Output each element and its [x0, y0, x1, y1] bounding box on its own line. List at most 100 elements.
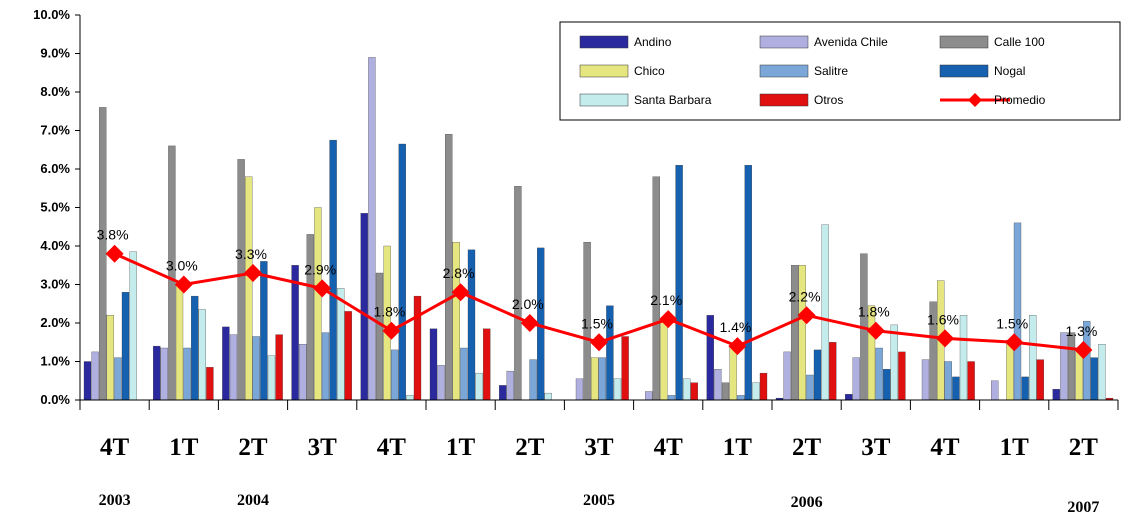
average-marker — [590, 333, 608, 352]
legend-swatch-otros — [759, 93, 809, 107]
bar-nogal — [883, 369, 891, 401]
bar-andino — [429, 328, 438, 401]
y-tick-label: 6.0% — [40, 161, 70, 176]
year-label: 2003 — [99, 492, 131, 509]
legend-swatch-nogal — [939, 64, 989, 78]
x-tick-label: 4T — [654, 434, 684, 461]
bar-salitre — [460, 347, 468, 401]
legend-swatch-salitre — [759, 64, 809, 78]
legend-label: Salitre — [814, 64, 848, 78]
bar-salitre — [252, 336, 260, 401]
bar-salitre — [183, 347, 191, 401]
legend-label: Otros — [814, 93, 843, 107]
bar-santa-barbara — [267, 355, 276, 401]
average-marker — [244, 263, 262, 282]
legend-swatch-avenida-chile — [759, 35, 809, 49]
average-marker — [105, 244, 124, 263]
bar-avenida-chile — [714, 369, 722, 401]
bar-santa-barbara — [959, 315, 968, 401]
year-label: 2007 — [1067, 499, 1099, 516]
y-tick-label: 9.0% — [40, 46, 70, 61]
bar-otros — [759, 372, 768, 401]
bar-santa-barbara — [821, 224, 829, 401]
x-tick-label: 4T — [377, 434, 407, 461]
year-label: 2004 — [237, 492, 269, 509]
bar-nogal — [121, 292, 130, 401]
average-line-layer — [105, 244, 1093, 359]
legend-label: Nogal — [994, 64, 1025, 78]
legend-label: Calle 100 — [994, 35, 1045, 49]
average-marker — [797, 306, 816, 325]
bar-avenida-chile — [1060, 332, 1068, 401]
bar-nogal — [1090, 357, 1098, 401]
bar-otros — [1036, 359, 1044, 401]
bar-santa-barbara — [1098, 344, 1106, 401]
bar-nogal — [260, 261, 268, 401]
bar-andino — [291, 265, 299, 401]
average-marker — [1005, 333, 1024, 352]
bar-chico — [245, 176, 253, 401]
average-marker — [174, 275, 193, 294]
average-marker — [728, 337, 747, 356]
bar-andino — [360, 213, 368, 401]
average-data-label: 3.3% — [235, 246, 267, 262]
bar-nogal — [191, 295, 199, 401]
bar-otros — [829, 342, 837, 401]
bar-salitre — [806, 374, 814, 401]
average-data-label: 1.5% — [996, 315, 1028, 331]
bar-salitre — [944, 361, 952, 401]
bar-santa-barbara — [890, 324, 898, 401]
bar-nogal — [398, 143, 406, 401]
bar-otros — [344, 311, 352, 401]
bar-santa-barbara — [752, 382, 760, 401]
bar-avenida-chile — [229, 334, 238, 401]
bar-otros — [413, 295, 422, 401]
average-marker — [659, 310, 678, 329]
bar-andino — [222, 326, 230, 401]
bar-nogal — [675, 165, 683, 401]
bar-salitre — [529, 359, 537, 401]
average-data-label: 2.2% — [789, 288, 821, 304]
bar-chico — [867, 305, 876, 401]
x-tick-label: 3T — [584, 434, 614, 461]
bar-andino — [845, 394, 853, 401]
bar-calle-100 — [99, 107, 107, 401]
x-tick-label: 4T — [930, 434, 960, 461]
average-marker — [520, 314, 539, 332]
bar-avenida-chile — [991, 380, 999, 401]
legend-label: Avenida Chile — [814, 35, 888, 49]
x-tick-label: 2T — [1069, 434, 1099, 461]
bar-otros — [483, 328, 491, 401]
average-data-label: 2.0% — [512, 296, 544, 312]
bar-nogal — [744, 165, 752, 401]
y-tick-label: 4.0% — [40, 238, 70, 253]
legend: Andino Avenida Chile Calle 100 Chico Salitre… — [559, 21, 1121, 121]
bar-santa-barbara — [406, 395, 414, 401]
bar-calle-100 — [375, 272, 384, 401]
bar-salitre — [321, 332, 330, 401]
bar-avenida-chile — [645, 391, 653, 401]
bar-calle-100 — [1067, 332, 1076, 401]
x-tick-label: 1T — [446, 434, 476, 461]
bar-chico — [798, 265, 806, 401]
year-label: 2005 — [583, 492, 615, 509]
legend-swatch-calle-100 — [939, 35, 989, 49]
bar-nogal — [952, 376, 960, 401]
bar-nogal — [813, 349, 822, 401]
bar-otros — [898, 351, 906, 401]
bars-layer — [83, 57, 1114, 401]
bar-otros — [967, 361, 975, 401]
y-tick-label: 8.0% — [40, 84, 70, 99]
bar-chico — [1075, 349, 1083, 401]
data-labels-layer: 3.8% 3.0% 3.3% 2.9% 1.8% 2.8% 2.0% 1.5% 2.1% 1.4%… — [97, 227, 1098, 339]
average-data-label: 3.0% — [166, 258, 198, 274]
bar-calle-100 — [791, 265, 799, 401]
bar-chico — [383, 245, 391, 401]
average-data-label: 1.4% — [719, 319, 751, 335]
average-data-label: 1.6% — [927, 311, 959, 327]
legend-label: Chico — [634, 64, 665, 78]
bar-chico — [106, 315, 114, 401]
legend-marker — [968, 93, 982, 107]
bar-avenida-chile — [368, 57, 376, 401]
